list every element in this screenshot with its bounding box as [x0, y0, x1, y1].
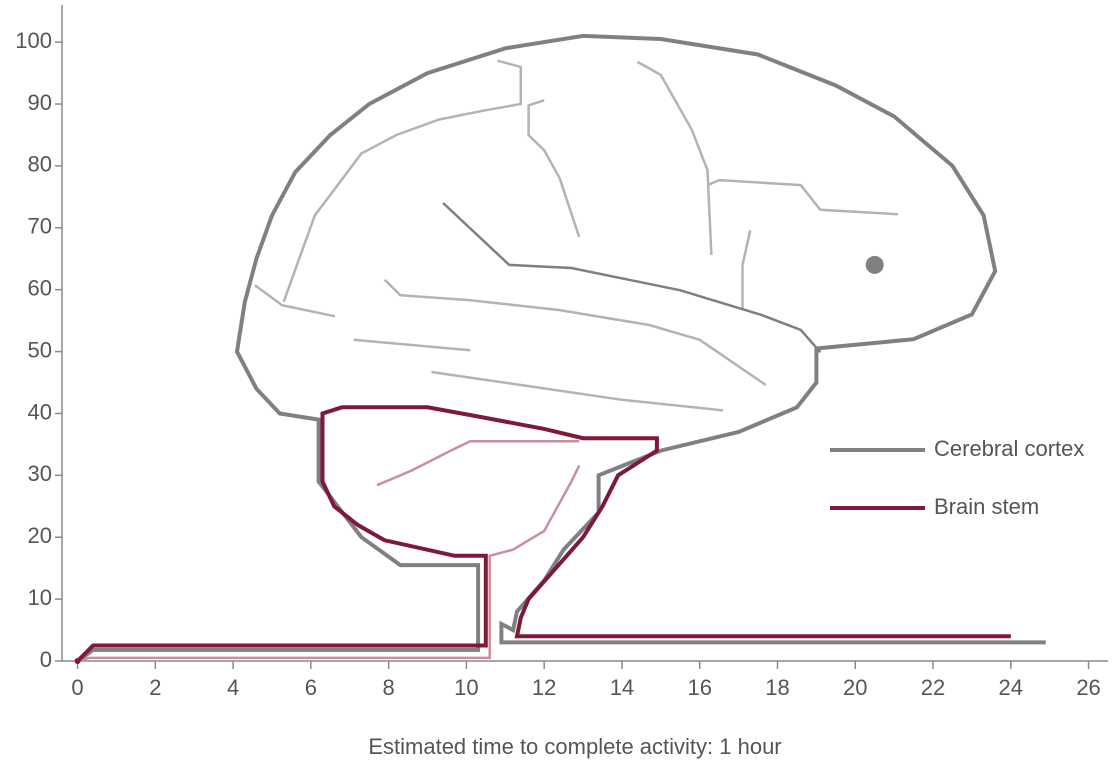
- x-axis-label: Estimated time to complete activity: 1 h…: [368, 734, 781, 759]
- y-tick-label: 90: [28, 90, 52, 115]
- series-line: [529, 100, 580, 237]
- x-tick-label: 6: [305, 675, 317, 700]
- series-line: [255, 285, 335, 316]
- y-tick-label: 60: [28, 275, 52, 300]
- x-tick-label: 4: [227, 675, 239, 700]
- y-tick-label: 30: [28, 461, 52, 486]
- legend-label: Brain stem: [934, 494, 1039, 519]
- x-tick-label: 8: [383, 675, 395, 700]
- y-tick-label: 10: [28, 585, 52, 610]
- y-tick-label: 50: [28, 337, 52, 362]
- series-line: [354, 340, 471, 351]
- series-line: [431, 372, 723, 410]
- series-line: [78, 407, 1011, 661]
- series-line: [377, 441, 579, 485]
- x-tick-label: 2: [149, 675, 161, 700]
- x-tick-label: 26: [1076, 675, 1100, 700]
- origin-dot: [75, 658, 81, 664]
- y-tick-label: 100: [15, 28, 52, 53]
- point: [866, 256, 884, 274]
- y-tick-label: 70: [28, 214, 52, 239]
- x-tick-label: 0: [71, 675, 83, 700]
- x-tick-label: 10: [454, 675, 478, 700]
- y-tick-label: 0: [40, 647, 52, 672]
- x-tick-label: 22: [921, 675, 945, 700]
- series-line: [443, 203, 820, 352]
- series-line: [284, 61, 521, 302]
- x-tick-label: 20: [843, 675, 867, 700]
- x-tick-label: 14: [610, 675, 634, 700]
- y-tick-label: 80: [28, 152, 52, 177]
- x-tick-label: 16: [687, 675, 711, 700]
- y-tick-label: 20: [28, 523, 52, 548]
- series-line: [743, 230, 751, 310]
- x-tick-label: 24: [999, 675, 1023, 700]
- x-tick-label: 12: [532, 675, 556, 700]
- x-tick-label: 18: [765, 675, 789, 700]
- series-line: [708, 180, 899, 214]
- series-line: [78, 36, 1046, 661]
- series-line: [385, 280, 766, 385]
- series-line: [638, 62, 712, 255]
- chart: Estimated time to complete activity: 1 h…: [0, 0, 1114, 776]
- legend-label: Cerebral cortex: [934, 436, 1084, 461]
- y-tick-label: 40: [28, 399, 52, 424]
